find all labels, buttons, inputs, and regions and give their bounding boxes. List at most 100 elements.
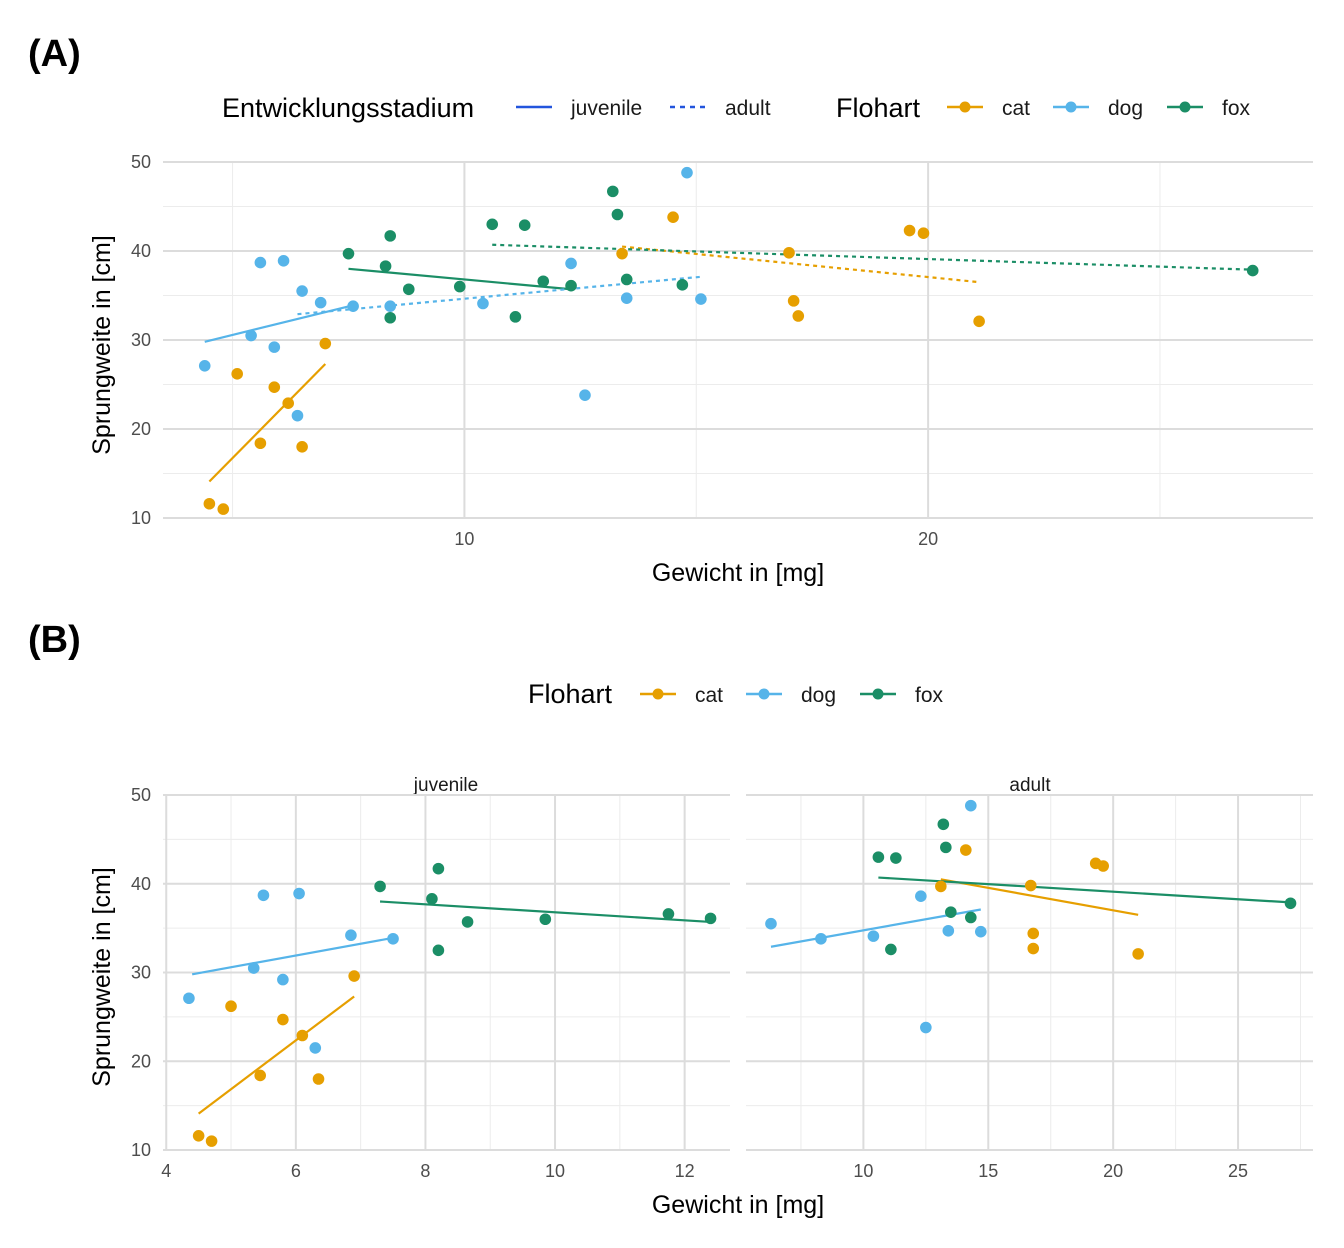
plot-a-point-cat (792, 310, 805, 322)
plot-b-juvenile-y-tick-label: 40 (131, 874, 151, 894)
legend-key-dog-dot-a (1065, 101, 1077, 113)
plot-b-adult-point-dog (915, 890, 927, 902)
plot-b-juvenile-point-cat (225, 1000, 237, 1013)
plot-b-juvenile-point-cat (205, 1135, 218, 1147)
plot-b-adult-point-fox (1284, 897, 1297, 910)
plot-a-point-fox (384, 311, 397, 324)
plot-b-juvenile-fit-line-cat (197, 995, 355, 1115)
plot-a-point-dog (296, 285, 308, 297)
plot-a-x-tick-label: 10 (454, 529, 474, 549)
plot-a-point-fox (486, 218, 499, 231)
plot-a-point-dog (384, 300, 397, 312)
plot-a-y-tick-label: 40 (131, 241, 151, 261)
plot-a-fit-line-dog-adult (297, 275, 702, 316)
plot-b-juvenile-point-fox (432, 944, 445, 957)
plot-b-adult-point-dog (920, 1021, 932, 1034)
y-axis-title-b: Sprungweite in [cm] (88, 867, 116, 1087)
plot-a-point-dog (254, 256, 267, 269)
plot-b-juvenile-point-dog (293, 887, 305, 900)
plot-b-adult-point-cat (1027, 942, 1040, 955)
plot-a-x-tick-label: 20 (918, 529, 938, 549)
plot-a-fit-line-fox-juvenile (348, 267, 572, 291)
plot-b-juvenile-point-dog (277, 973, 289, 986)
plot-a-point-cat (254, 437, 267, 450)
y-axis-title-a: Sprungweite in [cm] (88, 235, 116, 455)
legend-label-cat-a: cat (1002, 97, 1030, 120)
plot-b-juvenile-fit-line-dog (191, 936, 394, 976)
legend-key-fox-dot-b (872, 688, 884, 700)
plot-a-point-cat (282, 397, 295, 409)
legend-label-juvenile: juvenile (570, 97, 642, 120)
plot-b-adult-x-tick-label: 10 (853, 1161, 873, 1181)
plot-a-y-tick-label: 10 (131, 508, 151, 528)
legend-label-dog-b: dog (801, 684, 836, 707)
plot-a-point-dog (198, 360, 211, 372)
plot-b-juvenile-point-fox (461, 916, 474, 928)
plot-b-adult-x-tick-label: 20 (1103, 1161, 1123, 1181)
plot-b-adult-point-dog (815, 932, 827, 945)
legend-label-cat-b: cat (695, 684, 723, 707)
plot-b-juvenile-point-fox (662, 908, 675, 920)
plot-a-point-dog (347, 300, 359, 312)
plot-b-adult-point-fox (945, 906, 957, 918)
plot-a-point-fox (565, 279, 577, 292)
plot-a-point-cat (787, 295, 800, 307)
stage-legend-title: Entwicklungsstadium (222, 93, 474, 123)
panel-a-legend: Entwicklungsstadium juvenile adult Floha… (222, 93, 1251, 123)
plot-a-point-fox (1246, 264, 1259, 277)
plot-b-adult: 10 15 20 25 (746, 794, 1313, 1181)
plot-b-juvenile-point-dog (257, 889, 270, 902)
plot-b-adult-point-cat (1027, 927, 1040, 940)
plot-a-point-fox (402, 283, 415, 296)
plot-b-juvenile-point-dog (247, 962, 260, 974)
plot-b-adult-fit-line-fox (878, 876, 1291, 904)
plot-b-juvenile-y-tick-label: 20 (131, 1051, 151, 1071)
legend-key-cat-dot-b (652, 688, 664, 700)
plot-a-point-dog (277, 254, 290, 267)
legend-label-adult: adult (725, 97, 771, 120)
panel-b-legend: Flohart cat dog fox (528, 679, 944, 709)
plot-b-adult-point-cat (960, 844, 972, 856)
plot-a-point-dog (565, 257, 577, 270)
plot-a-point-fox (342, 247, 355, 260)
plot-a-fit-line-dog-juvenile (204, 304, 354, 343)
plot-a-fit-line-cat-adult (621, 245, 980, 284)
plot-b-adult-point-dog (974, 925, 987, 938)
plot-b-adult-point-cat (1024, 879, 1037, 892)
plot-a-y-tick-label: 50 (131, 152, 151, 172)
plot-a-point-fox (518, 219, 531, 231)
plot-b-adult-point-dog (867, 930, 880, 942)
plot-a-point-fox (379, 260, 392, 272)
plot-a-point-dog (695, 293, 707, 305)
species-legend-title-b: Flohart (528, 679, 613, 709)
plot-b-juvenile-point-cat (296, 1029, 309, 1042)
plot-b-adult-point-fox (940, 841, 952, 854)
plot-b-juvenile-point-fox (539, 913, 552, 926)
plot-a-point-cat (917, 227, 930, 239)
plot-a-point-cat (203, 497, 216, 510)
plot-b-juvenile-x-tick-label: 4 (161, 1161, 171, 1181)
plot-b-adult-point-cat (935, 880, 947, 893)
plot-a-fit-line-cat-juvenile (208, 363, 327, 483)
plot-b-juvenile-point-cat (254, 1069, 266, 1082)
facet-strip-juvenile: juvenile (413, 775, 478, 796)
plot-b-juvenile-point-fox (704, 912, 717, 925)
plot-b-juvenile-point-cat (277, 1013, 289, 1026)
species-legend-title-a: Flohart (836, 93, 921, 123)
legend-key-cat-dot-a (959, 101, 971, 113)
legend-key-dog-dot-b (758, 688, 770, 700)
plot-b-adult-point-cat (1132, 948, 1144, 960)
plot-b-adult-x-tick-label: 25 (1228, 1161, 1248, 1181)
plot-b-adult-point-dog (965, 799, 977, 812)
plot-b-adult-point-fox (937, 818, 950, 831)
plot-a-point-cat (268, 381, 281, 393)
legend-label-fox-b: fox (915, 684, 944, 707)
plot-a-point-dog (477, 297, 489, 310)
plot-b-juvenile-x-tick-label: 8 (420, 1161, 430, 1181)
plot-a-point-cat (616, 247, 628, 260)
plot-b-juvenile-point-fox (432, 862, 445, 875)
plot-a-point-fox (611, 208, 624, 221)
plot-a-point-fox (453, 280, 466, 293)
plot-a: 10 20 10 20 30 40 50 (131, 152, 1313, 549)
